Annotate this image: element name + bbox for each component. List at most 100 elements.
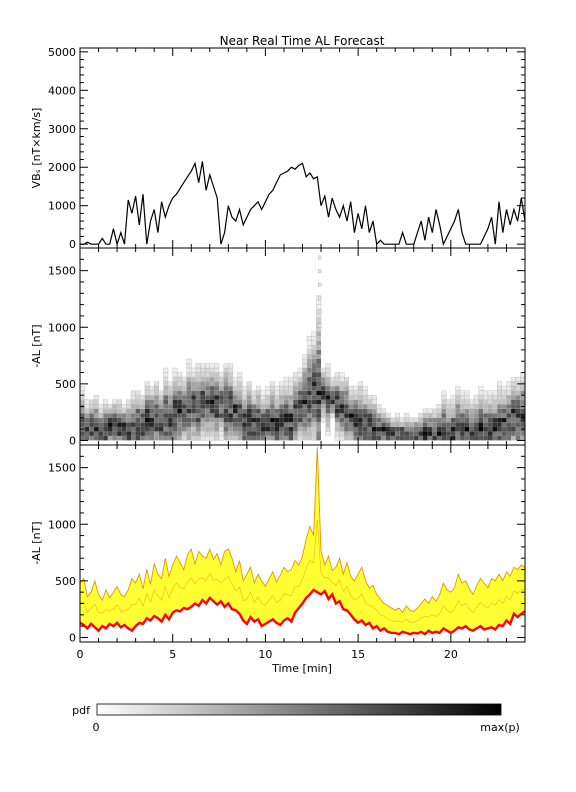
heatmap-cell	[293, 435, 298, 441]
heatmap-cell	[474, 431, 479, 436]
heatmap-cell	[186, 395, 192, 400]
heatmap-cell	[200, 404, 206, 409]
heatmap-cell	[177, 399, 182, 405]
heatmap-cell	[154, 408, 159, 414]
heatmap-cell	[223, 363, 229, 369]
heatmap-cell	[515, 399, 521, 405]
heatmap-cell	[325, 404, 331, 409]
heatmap-cell	[487, 413, 493, 418]
heatmap-cell	[330, 376, 336, 382]
heatmap-cell	[117, 435, 122, 441]
heatmap-cell	[478, 399, 484, 405]
heatmap-cell	[131, 404, 136, 409]
heatmap-cell	[237, 390, 243, 396]
heatmap-cell	[436, 422, 442, 427]
heatmap-cell	[395, 435, 400, 441]
heatmap-cell	[325, 422, 331, 427]
heatmap-cell	[297, 408, 303, 414]
heatmap-cell	[237, 422, 243, 427]
heatmap-cell	[209, 381, 215, 387]
heatmap-cell	[474, 426, 479, 432]
heatmap-cell	[511, 399, 516, 405]
heatmap-cell	[302, 435, 308, 441]
heatmap-cell	[172, 386, 178, 391]
heatmap-cell	[242, 426, 247, 432]
heatmap-cell	[279, 395, 284, 400]
heatmap-cell	[385, 422, 391, 427]
heatmap-cell	[432, 426, 437, 432]
heatmap-cell	[186, 372, 192, 378]
heatmap-cell	[483, 422, 488, 427]
heatmap-cell	[270, 431, 275, 436]
heatmap-cell	[163, 431, 168, 436]
heatmap-cell	[478, 422, 484, 427]
heatmap-cell	[270, 426, 275, 432]
heatmap-cell	[520, 376, 526, 382]
heatmap-cell	[344, 408, 349, 414]
heatmap-cell	[89, 426, 94, 432]
heatmap-cell	[284, 422, 289, 427]
heatmap-cell	[511, 395, 516, 400]
heatmap-cell	[297, 431, 303, 437]
heatmap-cell	[283, 381, 289, 387]
heatmap-cell	[348, 385, 354, 391]
heatmap-cell	[376, 417, 382, 423]
heatmap-cell	[223, 390, 229, 396]
heatmap-cell	[135, 426, 141, 432]
heatmap-cell	[149, 422, 155, 427]
heatmap-cell	[260, 426, 266, 432]
heatmap-cell	[316, 431, 321, 436]
heatmap-cell	[325, 426, 331, 432]
heatmap-cell	[302, 390, 308, 396]
heatmap-cell	[205, 390, 210, 396]
heatmap-cell	[427, 417, 433, 423]
heatmap-cell	[237, 381, 243, 387]
heatmap-cell	[297, 377, 303, 382]
heatmap-cell	[330, 381, 336, 387]
heatmap-cell	[89, 413, 94, 418]
heatmap-cell	[107, 422, 113, 427]
heatmap-cell	[255, 390, 261, 396]
heatmap-cell	[409, 435, 414, 441]
heatmap-cell	[195, 426, 201, 432]
heatmap-cell	[307, 381, 312, 387]
heatmap-cell	[126, 422, 131, 427]
heatmap-cell	[144, 390, 150, 396]
heatmap-cell	[270, 413, 275, 418]
heatmap-cell	[320, 417, 326, 423]
heatmap-cell	[348, 404, 354, 409]
heatmap-cell	[358, 399, 363, 405]
heatmap-cell	[265, 408, 270, 414]
heatmap-cell	[358, 404, 363, 409]
heatmap-cell	[228, 404, 233, 409]
heatmap-cell	[446, 422, 451, 427]
heatmap-cell	[515, 413, 521, 418]
heatmap-cell	[233, 408, 238, 414]
heatmap-cell	[497, 390, 503, 396]
heatmap-cell	[325, 363, 331, 369]
heatmap-cell	[357, 381, 363, 387]
heatmap-cell	[506, 417, 512, 423]
heatmap-cell	[269, 381, 275, 387]
heatmap-cell	[237, 385, 243, 391]
heatmap-cell	[237, 435, 243, 441]
heatmap-cell	[306, 345, 312, 351]
heatmap-cell	[237, 408, 243, 414]
heatmap-cell	[205, 413, 210, 418]
heatmap-cell	[186, 413, 192, 418]
heatmap-cell	[339, 395, 345, 400]
heatmap-cell	[182, 399, 187, 405]
heatmap-cell	[441, 435, 447, 441]
heatmap-cell	[149, 390, 155, 396]
heatmap-cell	[205, 399, 210, 405]
heatmap-cell	[265, 413, 270, 418]
y-tick-label: 3000	[48, 123, 76, 136]
heatmap-cell	[372, 422, 377, 427]
heatmap-cell	[288, 395, 294, 400]
heatmap-cell	[135, 417, 141, 423]
heatmap-cell	[334, 386, 340, 391]
heatmap-cell	[455, 408, 461, 414]
heatmap-cell	[469, 413, 474, 418]
heatmap-cell	[339, 413, 345, 418]
heatmap-cell	[455, 390, 461, 396]
